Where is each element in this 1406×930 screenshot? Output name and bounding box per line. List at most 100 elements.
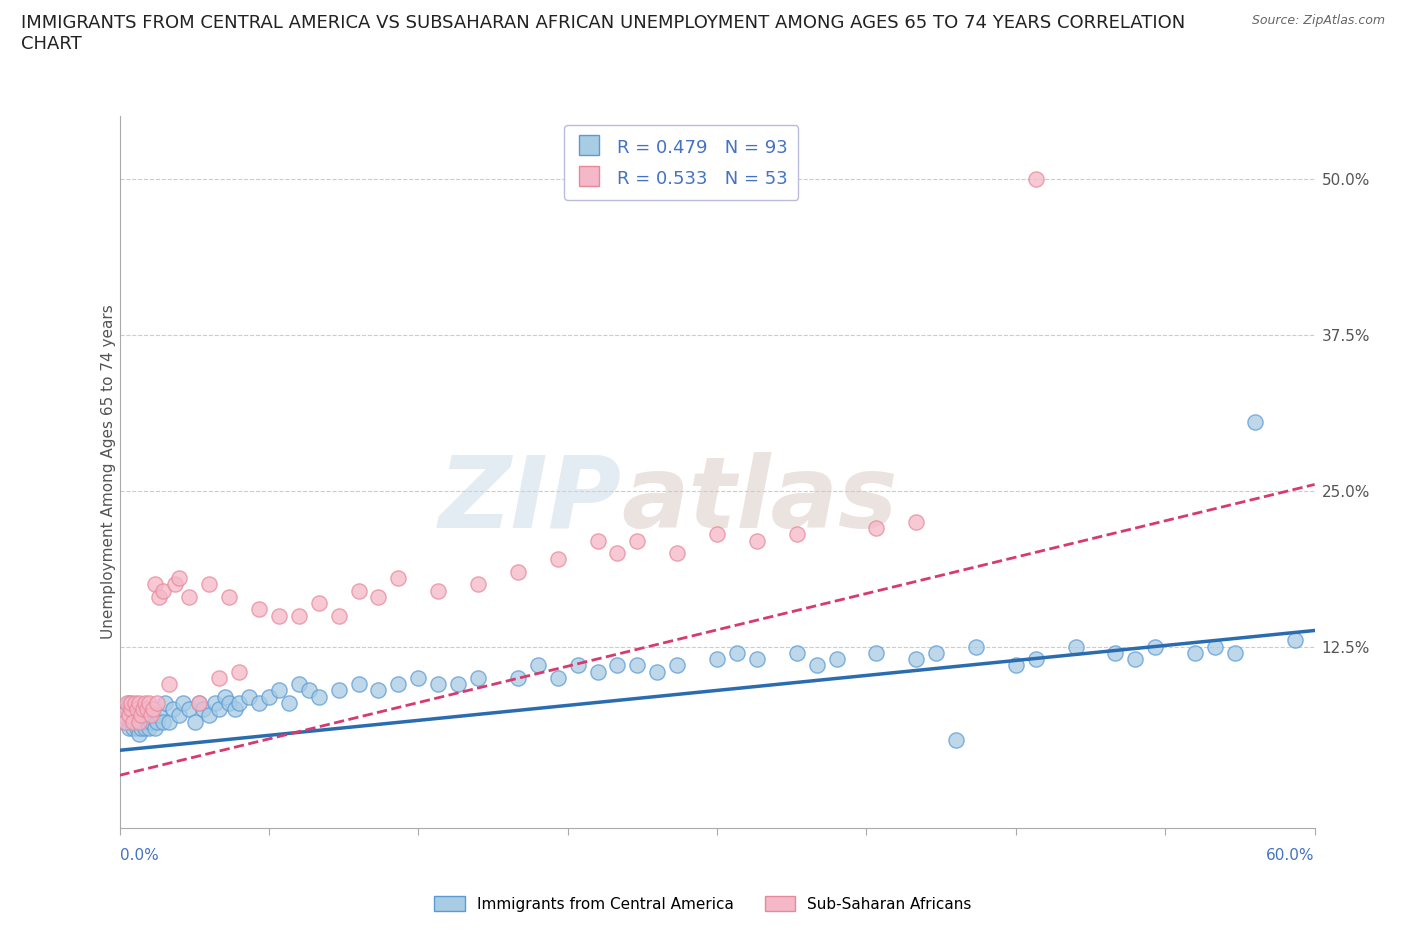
Point — [267, 683, 290, 698]
Point — [128, 714, 150, 729]
Point — [626, 658, 648, 673]
Point — [121, 696, 143, 711]
Point — [128, 708, 150, 723]
Point — [122, 702, 145, 717]
Point — [725, 645, 748, 660]
Point — [706, 652, 728, 667]
Point — [288, 677, 311, 692]
Point — [148, 590, 170, 604]
Point — [124, 696, 146, 711]
Point — [586, 533, 609, 548]
Point — [965, 639, 987, 654]
Point — [905, 514, 928, 529]
Point — [905, 652, 928, 667]
Point — [146, 696, 169, 711]
Point — [118, 721, 141, 736]
Point — [387, 677, 409, 692]
Point — [1144, 639, 1167, 654]
Point — [118, 696, 141, 711]
Point — [1184, 645, 1206, 660]
Point — [224, 702, 246, 717]
Legend: R = 0.479   N = 93, R = 0.533   N = 53: R = 0.479 N = 93, R = 0.533 N = 53 — [564, 126, 799, 200]
Point — [238, 689, 260, 704]
Text: 0.0%: 0.0% — [120, 848, 159, 863]
Point — [134, 696, 156, 711]
Point — [145, 721, 166, 736]
Point — [112, 708, 135, 723]
Point — [169, 571, 191, 586]
Point — [152, 714, 174, 729]
Point — [136, 702, 159, 717]
Point — [131, 708, 153, 723]
Point — [165, 577, 187, 591]
Point — [188, 696, 211, 711]
Text: IMMIGRANTS FROM CENTRAL AMERICA VS SUBSAHARAN AFRICAN UNEMPLOYMENT AMONG AGES 65: IMMIGRANTS FROM CENTRAL AMERICA VS SUBSA… — [21, 14, 1185, 53]
Point — [118, 708, 141, 723]
Point — [706, 527, 728, 542]
Point — [427, 583, 450, 598]
Point — [408, 671, 430, 685]
Point — [134, 721, 156, 736]
Point — [1204, 639, 1226, 654]
Point — [527, 658, 550, 673]
Point — [128, 696, 150, 711]
Point — [131, 702, 153, 717]
Point — [745, 533, 768, 548]
Point — [447, 677, 470, 692]
Point — [136, 714, 159, 729]
Point — [267, 608, 290, 623]
Point — [145, 577, 166, 591]
Point — [162, 702, 184, 717]
Point — [298, 683, 321, 698]
Point — [666, 658, 689, 673]
Point — [257, 689, 280, 704]
Point — [347, 583, 370, 598]
Point — [218, 696, 240, 711]
Point — [184, 714, 207, 729]
Point — [218, 590, 240, 604]
Point — [1005, 658, 1028, 673]
Point — [288, 608, 311, 623]
Point — [134, 702, 156, 717]
Point — [308, 595, 330, 610]
Point — [825, 652, 848, 667]
Point — [467, 671, 489, 685]
Point — [121, 702, 143, 717]
Point — [1025, 652, 1047, 667]
Point — [191, 702, 215, 717]
Point — [228, 696, 250, 711]
Point — [427, 677, 450, 692]
Point — [204, 696, 226, 711]
Point — [547, 551, 569, 566]
Point — [112, 708, 135, 723]
Point — [152, 583, 174, 598]
Point — [127, 721, 149, 736]
Point — [138, 696, 160, 711]
Point — [141, 714, 163, 729]
Point — [547, 671, 569, 685]
Point — [865, 521, 887, 536]
Point — [138, 708, 160, 723]
Point — [606, 658, 628, 673]
Point — [1025, 171, 1047, 186]
Point — [606, 546, 628, 561]
Point — [198, 708, 221, 723]
Point — [567, 658, 589, 673]
Point — [142, 702, 165, 717]
Point — [647, 664, 669, 679]
Point — [328, 608, 350, 623]
Point — [1223, 645, 1246, 660]
Point — [328, 683, 350, 698]
Point — [188, 696, 211, 711]
Point — [506, 565, 529, 579]
Y-axis label: Unemployment Among Ages 65 to 74 years: Unemployment Among Ages 65 to 74 years — [101, 305, 115, 639]
Point — [347, 677, 370, 692]
Point — [157, 677, 180, 692]
Point — [214, 689, 236, 704]
Point — [367, 590, 389, 604]
Point — [141, 708, 163, 723]
Point — [155, 696, 177, 711]
Point — [247, 696, 270, 711]
Point — [586, 664, 609, 679]
Point — [387, 571, 409, 586]
